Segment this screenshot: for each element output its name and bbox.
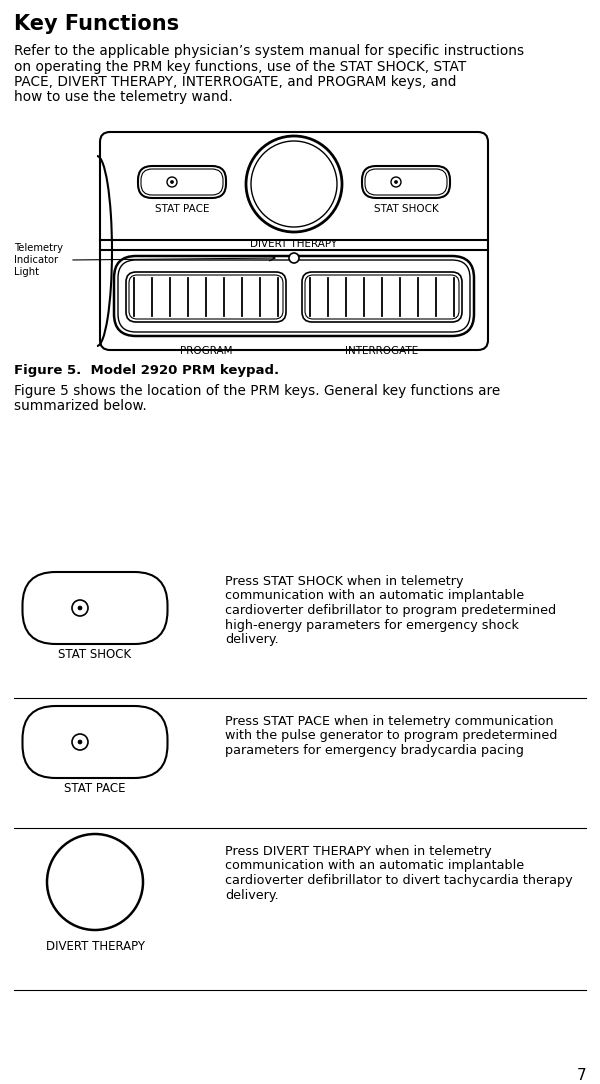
FancyBboxPatch shape <box>305 275 459 319</box>
Text: Figure 5 shows the location of the PRM keys. General key functions are: Figure 5 shows the location of the PRM k… <box>14 384 500 398</box>
Text: Press DIVERT THERAPY when in telemetry: Press DIVERT THERAPY when in telemetry <box>225 846 491 859</box>
Text: STAT PACE: STAT PACE <box>155 204 209 214</box>
Text: STAT PACE: STAT PACE <box>64 782 126 795</box>
FancyBboxPatch shape <box>118 260 470 332</box>
Circle shape <box>170 181 173 183</box>
Text: Key Functions: Key Functions <box>14 14 179 34</box>
Text: Telemetry
Indicator
Light: Telemetry Indicator Light <box>14 243 63 278</box>
Text: STAT SHOCK: STAT SHOCK <box>58 648 131 661</box>
Text: high-energy parameters for emergency shock: high-energy parameters for emergency sho… <box>225 619 519 632</box>
Circle shape <box>167 177 177 188</box>
Circle shape <box>251 141 337 227</box>
Text: DIVERT THERAPY: DIVERT THERAPY <box>46 940 145 953</box>
Text: delivery.: delivery. <box>225 633 278 646</box>
Text: cardioverter defibrillator to divert tachycardia therapy: cardioverter defibrillator to divert tac… <box>225 874 572 887</box>
Circle shape <box>246 136 342 232</box>
FancyBboxPatch shape <box>362 166 450 198</box>
Text: PACE, DIVERT THERAPY, INTERROGATE, and PROGRAM keys, and: PACE, DIVERT THERAPY, INTERROGATE, and P… <box>14 75 457 89</box>
Text: Press STAT PACE when in telemetry communication: Press STAT PACE when in telemetry commun… <box>225 715 554 728</box>
Text: with the pulse generator to program predetermined: with the pulse generator to program pred… <box>225 730 557 743</box>
Text: PROGRAM: PROGRAM <box>180 346 232 356</box>
Text: DIVERT THERAPY: DIVERT THERAPY <box>250 238 338 249</box>
Text: delivery.: delivery. <box>225 889 278 902</box>
FancyBboxPatch shape <box>138 166 226 198</box>
Circle shape <box>78 740 82 744</box>
Text: summarized below.: summarized below. <box>14 400 147 413</box>
FancyBboxPatch shape <box>302 272 462 322</box>
Circle shape <box>78 606 82 610</box>
Text: Press STAT SHOCK when in telemetry: Press STAT SHOCK when in telemetry <box>225 575 464 588</box>
Text: communication with an automatic implantable: communication with an automatic implanta… <box>225 860 524 873</box>
Text: 7: 7 <box>577 1068 586 1083</box>
FancyBboxPatch shape <box>365 169 447 195</box>
FancyBboxPatch shape <box>129 275 283 319</box>
FancyBboxPatch shape <box>126 272 286 322</box>
Circle shape <box>72 734 88 750</box>
Text: Figure 5.  Model 2920 PRM keypad.: Figure 5. Model 2920 PRM keypad. <box>14 364 279 377</box>
Text: cardioverter defibrillator to program predetermined: cardioverter defibrillator to program pr… <box>225 604 556 617</box>
Text: parameters for emergency bradycardia pacing: parameters for emergency bradycardia pac… <box>225 744 524 757</box>
Circle shape <box>289 253 299 263</box>
FancyBboxPatch shape <box>100 132 488 350</box>
FancyBboxPatch shape <box>23 572 167 644</box>
Text: INTERROGATE: INTERROGATE <box>346 346 419 356</box>
Circle shape <box>72 601 88 616</box>
FancyBboxPatch shape <box>114 256 474 336</box>
Circle shape <box>391 177 401 188</box>
Text: Refer to the applicable physician’s system manual for specific instructions: Refer to the applicable physician’s syst… <box>14 44 524 59</box>
Circle shape <box>395 181 398 183</box>
Circle shape <box>47 834 143 930</box>
FancyBboxPatch shape <box>141 169 223 195</box>
FancyBboxPatch shape <box>23 706 167 778</box>
Text: communication with an automatic implantable: communication with an automatic implanta… <box>225 590 524 603</box>
Text: how to use the telemetry wand.: how to use the telemetry wand. <box>14 90 233 104</box>
Text: on operating the PRM key functions, use of the STAT SHOCK, STAT: on operating the PRM key functions, use … <box>14 60 466 74</box>
Text: STAT SHOCK: STAT SHOCK <box>374 204 439 214</box>
